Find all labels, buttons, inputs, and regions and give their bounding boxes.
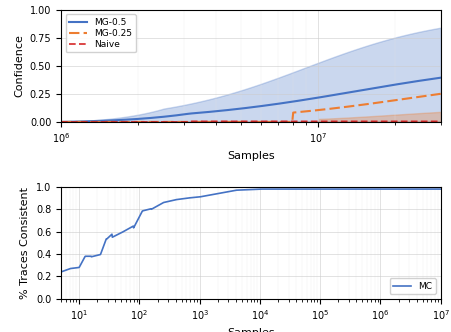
Legend: MC: MC	[389, 278, 435, 294]
Line: MC: MC	[61, 189, 440, 272]
MC	[361, 187, 366, 191]
MG-0.25	[334, 106, 339, 110]
MC	[225, 190, 230, 194]
MG-0.5	[182, 112, 187, 116]
X-axis label: Samples: Samples	[226, 151, 274, 161]
MC	[319, 187, 324, 191]
MG-0.25	[331, 106, 337, 110]
Naive	[209, 120, 215, 124]
MG-0.5	[296, 99, 302, 103]
MC	[58, 270, 64, 274]
Naive	[104, 120, 109, 124]
Naive	[335, 120, 340, 124]
MC	[97, 253, 102, 257]
MG-0.5	[437, 76, 442, 80]
X-axis label: Samples: Samples	[226, 328, 274, 332]
MG-0.5	[104, 119, 109, 123]
MC	[437, 187, 442, 191]
Legend: MG-0.5, MG-0.25, Naive: MG-0.5, MG-0.25, Naive	[65, 15, 136, 52]
MC	[354, 187, 359, 191]
MG-0.25	[208, 120, 214, 124]
Naive	[332, 120, 338, 124]
MG-0.5	[331, 93, 337, 97]
MG-0.25	[437, 92, 442, 96]
MG-0.5	[334, 93, 339, 97]
MG-0.25	[58, 120, 64, 124]
Naive	[182, 120, 187, 124]
MC	[212, 192, 217, 196]
Naive	[58, 120, 64, 124]
Naive	[187, 120, 193, 124]
MC	[257, 187, 262, 191]
MG-0.25	[104, 120, 109, 124]
Y-axis label: % Traces Consistent: % Traces Consistent	[20, 187, 30, 299]
Line: MG-0.5: MG-0.5	[61, 78, 440, 122]
Naive	[437, 120, 442, 124]
Line: MG-0.25: MG-0.25	[61, 94, 440, 122]
MG-0.25	[296, 110, 302, 114]
MG-0.5	[58, 120, 64, 124]
MG-0.5	[208, 110, 214, 114]
Naive	[298, 120, 303, 124]
MG-0.25	[182, 120, 187, 124]
Y-axis label: Confidence: Confidence	[14, 35, 24, 97]
